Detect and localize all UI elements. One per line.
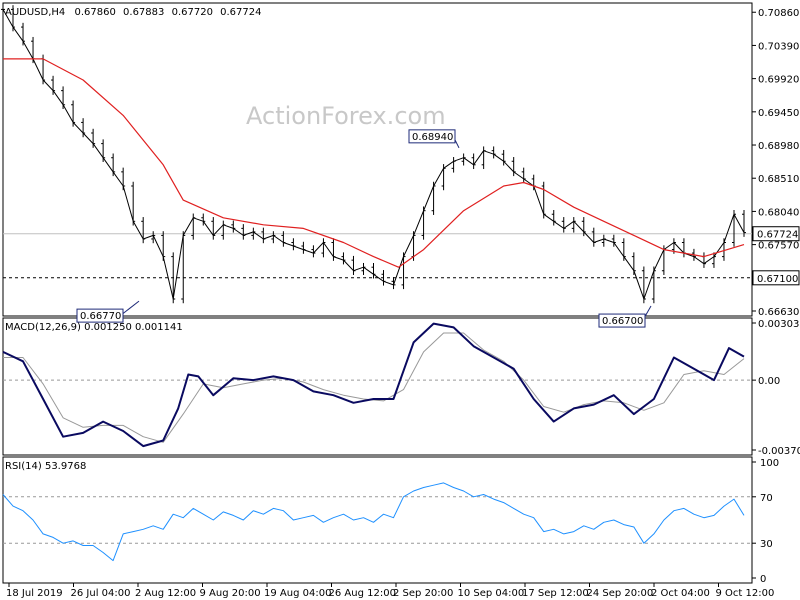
watermark: ActionForex.com [246, 102, 446, 130]
current-price-tag [752, 226, 800, 242]
time-axis-tick-label-6: 2 Sep 20:00 [393, 588, 453, 599]
annotation-box-1 [408, 129, 456, 144]
time-axis-tick-label-0: 18 Jul 2019 [6, 588, 63, 599]
high-value: 0.67883 [123, 7, 164, 18]
time-axis-tick-label-1: 26 Jul 04:00 [71, 588, 131, 599]
annotation-box-2 [598, 313, 646, 328]
price-line [2, 9, 745, 300]
price-axis-tick-label-8: 0.66630 [758, 307, 799, 318]
annotation-label-2: 0.66700 [602, 316, 643, 327]
rsi-axis-tick-label-2: 30 [760, 539, 773, 550]
time-axis-tick-label-9: 24 Sep 20:00 [587, 588, 654, 599]
support-level-tag [752, 270, 800, 286]
annotation-label-0: 0.66770 [80, 311, 121, 322]
price-axis-tick-label-1: 0.70390 [758, 41, 799, 52]
price-axis-tick-label-3: 0.69450 [758, 108, 799, 119]
time-axis-tick-label-3: 9 Aug 20:00 [200, 588, 261, 599]
rsi-axis-tick-label-0: 100 [760, 458, 779, 469]
current-price-label: 0.67724 [757, 230, 798, 241]
macd-title: MACD(12,26,9) 0.001250 0.001141 [5, 322, 183, 333]
annotation-label-1: 0.68940 [412, 132, 453, 143]
support-level-label: 0.67100 [757, 274, 798, 285]
panel-frames [2, 2, 753, 584]
panel-frame-2 [2, 456, 753, 584]
price-axis-tick-label-7: 0.67570 [758, 241, 799, 252]
rsi-axis-tick-label-1: 70 [760, 493, 773, 504]
annotation-box-0 [76, 308, 124, 323]
macd-axis-tick-label-2: -0.003706 [758, 446, 800, 457]
price-axis-tick-label-0: 0.70860 [758, 8, 799, 19]
chart-marks: 0.70860 0.70390 0.69920 0.69450 0.68980 0.685… [1, 5, 800, 599]
price-axis-tick-label-4: 0.68980 [758, 141, 799, 152]
moving-average-line [3, 58, 745, 268]
panel-frame-0 [2, 2, 753, 317]
macd-axis-tick-label-0: 0.003031 [758, 319, 800, 330]
low-value: 0.67720 [172, 7, 213, 18]
time-axis-tick-label-4: 19 Aug 04:00 [264, 588, 331, 599]
close-value: 0.67724 [220, 7, 261, 18]
annotation-leader-0 [120, 300, 140, 316]
time-axis-tick-label-11: 9 Oct 12:00 [716, 588, 775, 599]
price-axis-tick-label-6: 0.68040 [758, 207, 799, 218]
time-axis-tick-label-2: 2 Aug 12:00 [135, 588, 196, 599]
price-header: AUDUSD,H4 0.67860 0.67883 0.67720 0.6772… [5, 7, 261, 18]
panel-frame-1 [2, 317, 753, 456]
time-axis-tick-label-5: 26 Aug 12:00 [329, 588, 396, 599]
open-value: 0.67860 [74, 7, 115, 18]
time-axis-tick-label-8: 17 Sep 12:00 [522, 588, 589, 599]
symbol-label: AUDUSD,H4 [5, 7, 65, 18]
rsi-axis-tick-label-3: 0 [760, 574, 766, 585]
macd-axis-tick-label-1: 0.00 [758, 376, 780, 387]
macd-line [2, 322, 745, 448]
time-axis-tick-label-7: 10 Sep 04:00 [458, 588, 525, 599]
price-axis-tick-label-2: 0.69920 [758, 75, 799, 86]
time-axis-tick-label-10: 2 Oct 04:00 [651, 588, 710, 599]
rsi-title: RSI(14) 53.9768 [5, 461, 86, 472]
price-axis-tick-label-5: 0.68510 [758, 174, 799, 185]
rsi-line [2, 482, 745, 562]
